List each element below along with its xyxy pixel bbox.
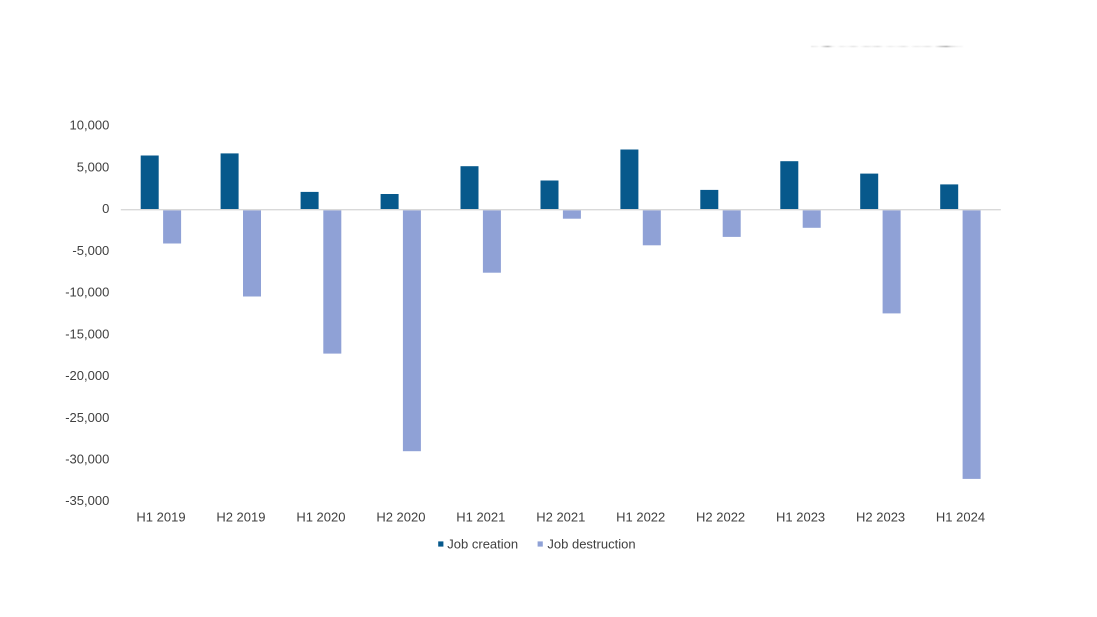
svg-text:Job destruction: Job destruction	[547, 537, 635, 552]
svg-text:-20,000: -20,000	[65, 368, 109, 383]
svg-text:Job creation: Job creation	[447, 537, 518, 552]
svg-text:H2 2021: H2 2021	[536, 509, 585, 524]
svg-text:-30,000: -30,000	[65, 452, 109, 467]
svg-text:H1 2022: H1 2022	[616, 509, 665, 524]
svg-text:-10,000: -10,000	[65, 285, 109, 300]
svg-text:H2 2020: H2 2020	[376, 509, 425, 524]
svg-text:-35,000: -35,000	[65, 493, 109, 508]
svg-text:H1 2021: H1 2021	[456, 509, 505, 524]
svg-text:H1 2023: H1 2023	[776, 509, 825, 524]
svg-text:H1 2020: H1 2020	[296, 509, 345, 524]
svg-text:-5,000: -5,000	[72, 243, 109, 258]
svg-text:H1 2019: H1 2019	[136, 509, 185, 524]
svg-text:H2 2019: H2 2019	[216, 509, 265, 524]
svg-text:H1 2024: H1 2024	[936, 509, 985, 524]
svg-text:-15,000: -15,000	[65, 326, 109, 341]
svg-text:-25,000: -25,000	[65, 410, 109, 425]
svg-text:5,000: 5,000	[77, 159, 110, 174]
svg-text:H2 2023: H2 2023	[856, 509, 905, 524]
svg-text:H2 2022: H2 2022	[696, 509, 745, 524]
svg-text:10,000: 10,000	[70, 118, 110, 133]
svg-text:0: 0	[102, 201, 109, 216]
